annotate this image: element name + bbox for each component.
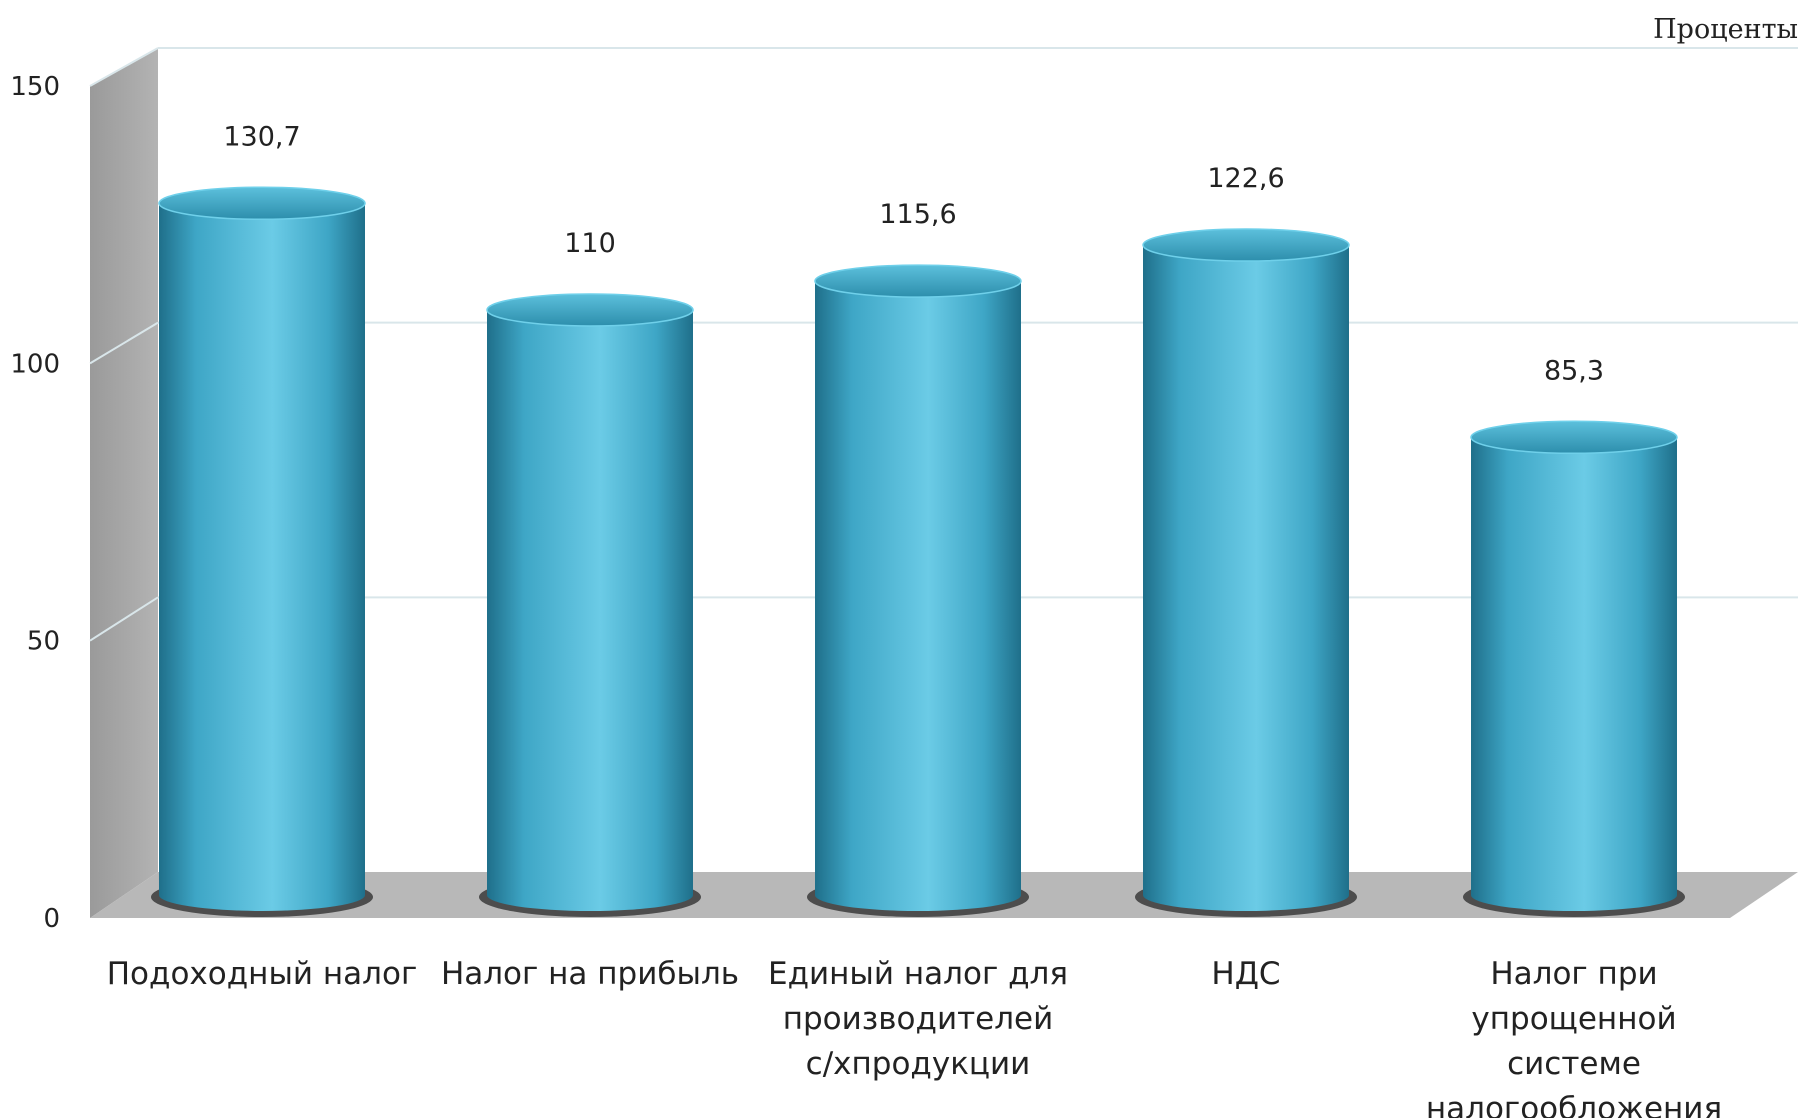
grid-line-side: [89, 596, 159, 642]
bar-cap: [814, 264, 1022, 298]
category-label-line: системе: [1507, 1046, 1641, 1082]
y-tick-label: 0: [43, 904, 60, 934]
category-label-line: Подоходный налог: [107, 956, 418, 992]
bar-cap: [486, 293, 694, 327]
category-label: Налог на прибыль: [441, 956, 739, 992]
y-tick-label: 100: [10, 349, 60, 379]
category-label-line: Налог при: [1490, 956, 1657, 992]
data-labels: 130,7 110 115,6 122,6 85,3: [223, 121, 1604, 386]
category-label-line: упрощенной: [1471, 1001, 1676, 1037]
data-label: 122,6: [1207, 163, 1284, 194]
bar: [1463, 420, 1685, 917]
y-axis-ticks: 0 50 100 150: [10, 72, 60, 934]
data-label: 110: [564, 228, 616, 259]
category-labels: Подоходный налог Налог на прибыль Единый н…: [107, 956, 1722, 1118]
data-label: 85,3: [1544, 355, 1604, 386]
bar-body: [487, 309, 693, 911]
data-label: 130,7: [223, 121, 300, 152]
bar-body: [1143, 245, 1349, 911]
category-label: Налог при упрощенной системе налогообложени…: [1426, 956, 1722, 1118]
bar-cap: [1142, 228, 1350, 262]
chart-side-wall: [90, 48, 158, 918]
bar: [151, 186, 373, 917]
category-label-line: Налог на прибыль: [441, 956, 739, 992]
category-label-line: налогообложения: [1426, 1091, 1722, 1118]
data-label: 115,6: [879, 199, 956, 230]
y-tick-label: 150: [10, 72, 60, 102]
y-tick-label: 50: [27, 627, 60, 657]
category-label-line: производителей: [783, 1001, 1054, 1037]
grid-line-side: [89, 321, 159, 365]
category-label-line: Единый налог для: [768, 956, 1068, 992]
bar: [1135, 228, 1357, 917]
unit-label: Проценты: [1653, 14, 1798, 45]
bar: [479, 293, 701, 917]
category-label: Единый налог для производителей с/хпродукц…: [768, 956, 1068, 1082]
bar: [807, 264, 1029, 917]
category-label: НДС: [1211, 956, 1280, 992]
bar-cap: [1470, 420, 1678, 455]
bar-body: [1471, 437, 1677, 911]
bars: [151, 186, 1685, 917]
bar-cap: [158, 186, 366, 221]
bar-body: [815, 281, 1021, 911]
category-label-line: с/хпродукции: [806, 1046, 1031, 1082]
bar-body: [159, 203, 365, 911]
category-label-line: НДС: [1211, 956, 1280, 992]
grid-line-side: [89, 47, 159, 87]
category-label: Подоходный налог: [107, 956, 418, 992]
